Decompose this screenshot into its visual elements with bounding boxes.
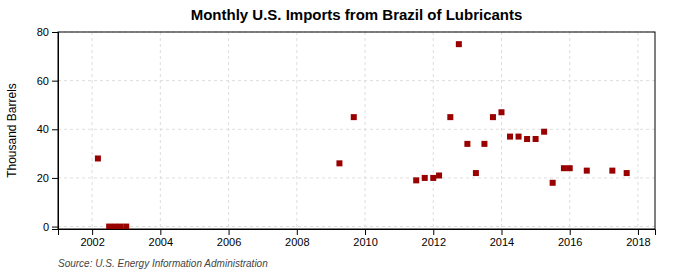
x-tick-mark <box>297 229 298 235</box>
x-grid-line <box>637 32 638 229</box>
point <box>584 168 590 174</box>
point <box>430 175 436 181</box>
plot: 2002 2004 2006 2008 2010 2012 2014 2016 2018 0 20 4… <box>37 26 656 248</box>
point <box>481 141 487 147</box>
y-axis: 0 20 40 60 80 <box>37 26 59 233</box>
y-tick-label: 20 <box>37 172 49 184</box>
point <box>95 155 101 161</box>
point <box>464 141 470 147</box>
y-axis-title: Thousand Barrels <box>5 83 19 178</box>
x-tick-mark <box>433 229 434 235</box>
point <box>112 224 118 229</box>
x-tick-label: 2016 <box>558 236 582 248</box>
x-tick-label: 2014 <box>490 236 514 248</box>
y-grid-line <box>58 177 655 178</box>
point <box>516 134 522 140</box>
title: Monthly U.S. Imports from Brazil of Lubr… <box>191 6 523 23</box>
x-tick: 2010 <box>353 229 377 248</box>
x-tick: 2008 <box>285 229 309 248</box>
x-grid-line <box>296 32 297 229</box>
x-tick: 2002 <box>80 229 104 248</box>
point <box>473 170 479 176</box>
x-tick-mark <box>638 229 639 235</box>
x-tick-mark <box>365 229 366 235</box>
x-grid-line <box>160 32 161 229</box>
point <box>507 134 513 140</box>
point <box>436 172 442 178</box>
point <box>123 224 129 229</box>
x-tick-label: 2002 <box>80 236 104 248</box>
x-tick: 2016 <box>558 229 582 248</box>
x-tick: 2014 <box>490 229 514 248</box>
point <box>490 114 496 120</box>
source-note: Source: U.S. Energy Information Administ… <box>58 258 268 269</box>
point <box>336 160 342 166</box>
x-tick-label: 2018 <box>626 236 650 248</box>
y-tick: 40 <box>37 123 58 135</box>
point <box>624 170 630 176</box>
y-tick-label: 40 <box>37 123 49 135</box>
x-tick-label: 2008 <box>285 236 309 248</box>
point <box>106 224 112 229</box>
y-tick-mark <box>52 32 58 33</box>
x-tick: 2012 <box>422 229 446 248</box>
y-tick: 20 <box>37 172 58 184</box>
point <box>550 180 556 186</box>
x-tick: 2018 <box>626 229 650 248</box>
y-grid-line <box>58 80 655 81</box>
x-grid-line <box>365 32 366 229</box>
x-grid-line <box>501 32 502 229</box>
y-tick-mark <box>52 227 58 228</box>
x-tick-label: 2006 <box>217 236 241 248</box>
point <box>456 41 462 47</box>
x-tick: 2006 <box>217 229 241 248</box>
y-tick-label: 60 <box>37 75 49 87</box>
y-tick: 80 <box>37 26 58 38</box>
x-tick-label: 2012 <box>422 236 446 248</box>
x-tick-label: 2010 <box>353 236 377 248</box>
point <box>609 168 615 174</box>
x-tick-mark <box>160 229 161 235</box>
point <box>117 224 123 229</box>
y-tick: 60 <box>37 75 58 87</box>
point <box>533 136 539 142</box>
point <box>498 109 504 115</box>
y-axis-line <box>52 33 59 230</box>
point <box>447 114 453 120</box>
y-tick-label: 0 <box>43 221 49 233</box>
y-tick-mark <box>52 129 58 130</box>
point <box>524 136 530 142</box>
points <box>95 41 630 229</box>
y-grid-line <box>58 226 655 227</box>
x-tick: 2004 <box>149 229 173 248</box>
point <box>422 175 428 181</box>
x-tick-label: 2004 <box>149 236 173 248</box>
point <box>413 177 419 183</box>
x-axis-line <box>59 230 656 236</box>
x-axis: 2002 2004 2006 2008 2010 2012 2014 2016 2018 <box>59 229 656 248</box>
point <box>351 114 357 120</box>
x-grid-line <box>228 32 229 229</box>
point <box>541 129 547 135</box>
grid <box>58 32 655 229</box>
x-tick-mark <box>501 229 502 235</box>
x-tick-mark <box>229 229 230 235</box>
point <box>567 165 573 171</box>
chart: 2002 2004 2006 2008 2010 2012 2014 2016 2018 0 20 4… <box>0 0 675 275</box>
x-grid-line <box>433 32 434 229</box>
point <box>561 165 567 171</box>
plot-frame <box>58 32 655 229</box>
y-tick-mark <box>52 178 58 179</box>
y-tick-label: 80 <box>37 26 49 38</box>
x-tick-mark <box>92 229 93 235</box>
x-grid-line <box>569 32 570 229</box>
x-grid-line <box>92 32 93 229</box>
y-grid-line <box>58 129 655 130</box>
x-tick-mark <box>570 229 571 235</box>
y-tick-mark <box>52 81 58 82</box>
y-tick: 0 <box>43 221 58 233</box>
